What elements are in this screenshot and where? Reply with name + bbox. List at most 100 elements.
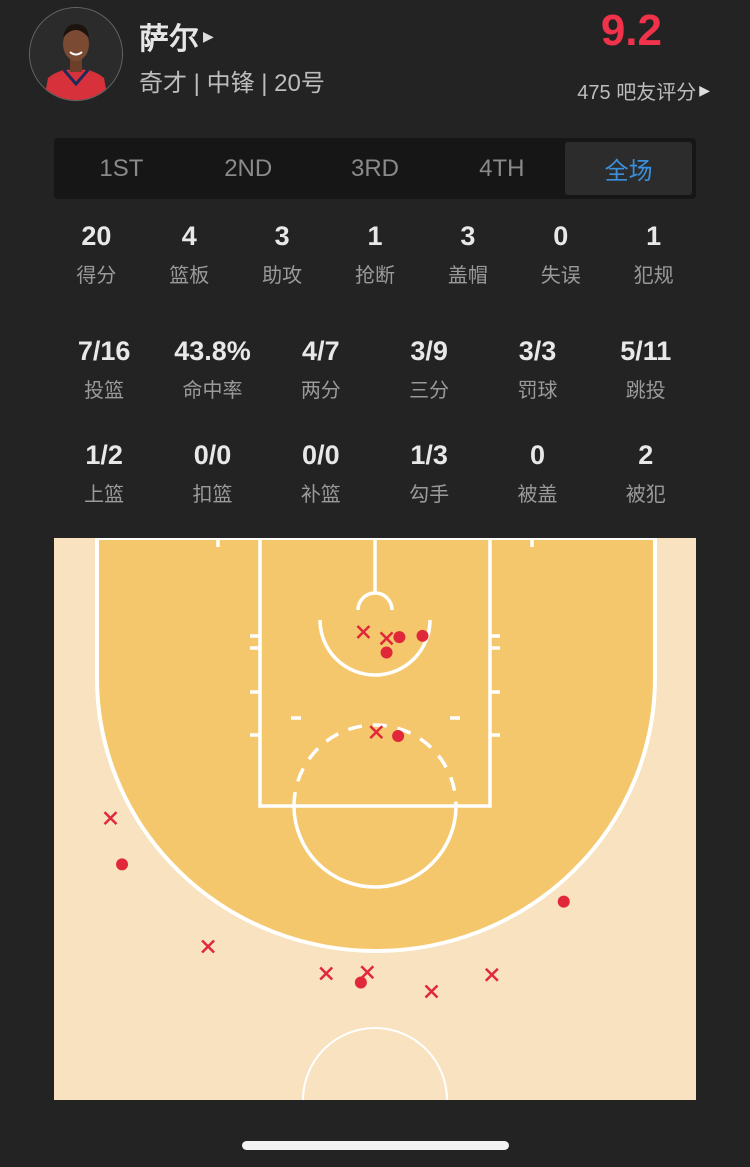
shooting-stats-row: 7/16 投篮 43.8% 命中率 4/7 两分 3/9 三分 3/3 罚球 5/11 跳投 <box>50 334 700 403</box>
stat-label: 投篮 <box>84 380 125 402</box>
three-point-line <box>95 538 657 953</box>
stat-stats_shooting-3: 3/9 三分 <box>375 334 483 403</box>
stat-label: 勾手 <box>409 484 450 506</box>
play-arrow-icon: ▶ <box>699 82 710 98</box>
stat-label: 罚球 <box>517 380 558 402</box>
player-name-link[interactable]: 萨尔 ▶ <box>139 14 214 58</box>
home-indicator[interactable] <box>242 1141 509 1150</box>
stat-label: 上篮 <box>84 484 125 506</box>
stat-label: 补篮 <box>300 484 341 506</box>
stat-stats_main-0: 20 得分 <box>50 219 143 288</box>
player-rating: 9.2 <box>600 6 662 55</box>
player-info: 奇才 | 中锋 | 20号 <box>139 70 325 97</box>
stat-stats_detail-3: 1/3 勾手 <box>375 438 483 507</box>
shot-missed <box>201 939 215 954</box>
stat-stats_shooting-4: 3/3 罚球 <box>483 334 591 403</box>
shots <box>103 625 570 999</box>
tab-full-game[interactable]: 全场 <box>565 142 692 195</box>
stat-value: 2 <box>638 440 654 470</box>
stat-stats_main-3: 1 抢断 <box>329 219 422 288</box>
stat-value: 3/3 <box>518 336 557 366</box>
stat-value: 1/3 <box>410 440 448 470</box>
shot-missed <box>424 984 439 999</box>
stat-value: 1/2 <box>85 440 123 470</box>
stat-stats_main-2: 3 助攻 <box>236 219 329 288</box>
center-circle <box>302 1027 448 1100</box>
stat-value: 5/11 <box>620 336 672 366</box>
stat-label: 助攻 <box>262 265 303 287</box>
stat-label: 失误 <box>540 265 581 287</box>
stat-stats_main-6: 1 犯规 <box>607 219 700 288</box>
shot-missed <box>369 725 384 739</box>
stat-value: 0/0 <box>302 440 340 470</box>
stat-label: 犯规 <box>633 265 674 287</box>
shot-missed <box>379 631 394 646</box>
stat-value: 43.8% <box>174 336 251 366</box>
stat-label: 盖帽 <box>447 265 488 287</box>
stat-label: 跳投 <box>625 380 666 402</box>
stat-stats_shooting-2: 4/7 两分 <box>267 334 375 403</box>
court-lines <box>216 538 534 1100</box>
shot-made <box>393 631 406 644</box>
rating-count: 475 吧友评分 <box>577 82 697 104</box>
tab-1st[interactable]: 1ST <box>99 154 144 182</box>
tab-4th[interactable]: 4TH <box>479 154 525 182</box>
rating-link[interactable]: 475 吧友评分 ▶ <box>577 76 710 105</box>
player-photo <box>30 8 122 100</box>
stat-stats_shooting-0: 7/16 投篮 <box>50 334 158 403</box>
stat-label: 扣篮 <box>192 484 233 506</box>
stat-label: 三分 <box>409 380 450 402</box>
shot-missed <box>319 966 334 981</box>
stat-stats_detail-4: 0 被盖 <box>483 438 591 507</box>
stat-stats_main-5: 0 失误 <box>514 219 607 288</box>
stat-value: 3 <box>460 221 476 251</box>
stat-label: 得分 <box>76 265 117 287</box>
stat-stats_main-1: 4 篮板 <box>143 219 236 288</box>
stat-stats_main-4: 3 盖帽 <box>421 219 514 288</box>
stat-stats_shooting-5: 5/11 跳投 <box>592 334 700 403</box>
stat-value: 0 <box>553 221 569 251</box>
stat-label: 被盖 <box>517 484 558 506</box>
stat-value: 20 <box>81 221 112 251</box>
shot-made <box>416 629 429 642</box>
stat-value: 3/9 <box>410 336 448 366</box>
stat-label: 篮板 <box>169 265 210 287</box>
stat-stats_detail-5: 2 被犯 <box>592 438 700 507</box>
lane <box>258 538 492 808</box>
shot-made <box>392 729 405 742</box>
shot-made <box>380 646 393 659</box>
shot-missed <box>360 965 375 980</box>
stat-stats_shooting-1: 43.8% 命中率 <box>158 334 266 403</box>
shot-made <box>354 976 367 989</box>
player-avatar[interactable] <box>29 7 123 101</box>
period-tabs: 1ST 2ND 3RD 4TH 全场 <box>54 138 696 199</box>
shot-missed <box>356 625 371 639</box>
stat-stats_detail-1: 0/0 扣篮 <box>158 438 266 507</box>
restricted-area <box>318 619 432 677</box>
stat-value: 7/16 <box>77 336 131 366</box>
shot-missed <box>484 967 499 982</box>
stat-value: 4/7 <box>302 336 340 366</box>
tab-2nd[interactable]: 2ND <box>224 154 273 182</box>
shot-missed <box>103 811 118 826</box>
stat-value: 0 <box>529 440 545 470</box>
stat-value: 1 <box>367 221 383 251</box>
stat-label: 被犯 <box>625 484 666 506</box>
player-name: 萨尔 <box>139 23 199 56</box>
tab-3rd[interactable]: 3RD <box>350 154 399 182</box>
play-arrow-icon: ▶ <box>203 27 214 44</box>
stat-value: 0/0 <box>193 440 232 470</box>
main-stats-row: 20 得分 4 篮板 3 助攻 1 抢断 3 盖帽 0 失误 1 犯规 <box>50 219 700 288</box>
stat-label: 抢断 <box>355 265 395 287</box>
free-throw-circle-top <box>292 723 458 807</box>
stat-value: 3 <box>274 221 290 251</box>
stat-stats_detail-0: 1/2 上篮 <box>50 438 158 507</box>
stat-stats_detail-2: 0/0 补篮 <box>267 438 375 507</box>
stat-label: 两分 <box>300 380 341 402</box>
stat-value: 1 <box>646 221 662 251</box>
detail-stats-row: 1/2 上篮 0/0 扣篮 0/0 补篮 1/3 勾手 0 被盖 2 被犯 <box>50 438 700 507</box>
shot-chart <box>54 538 696 1100</box>
free-throw-circle-bottom <box>292 805 458 889</box>
shot-made <box>116 858 129 871</box>
shot-made <box>557 895 570 908</box>
